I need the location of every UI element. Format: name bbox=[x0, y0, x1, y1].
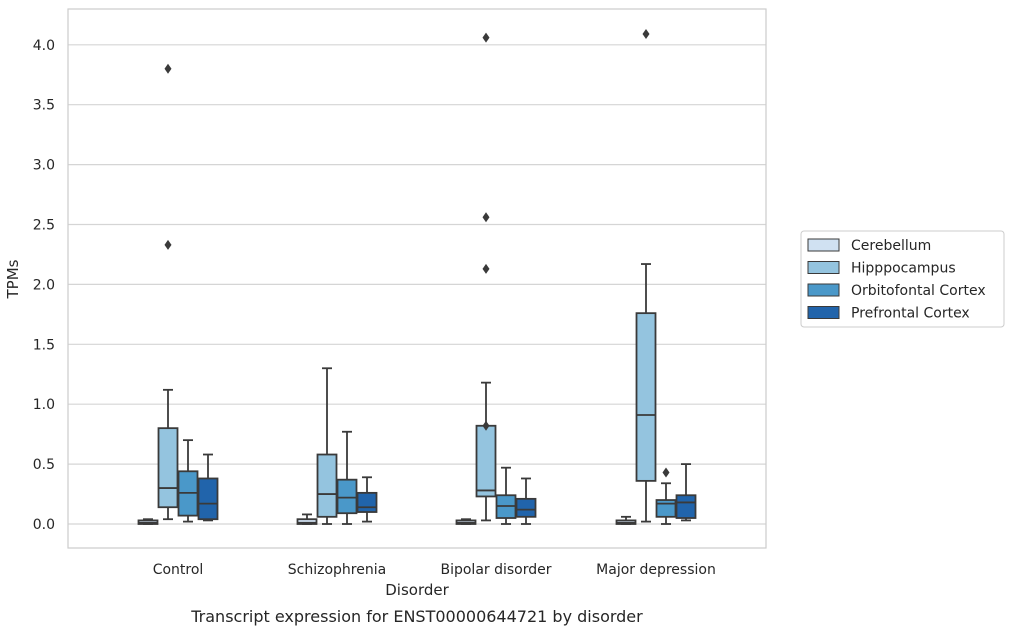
x-tick-label: Control bbox=[153, 562, 204, 578]
y-tick-labels: 0.0 0.5 1.0 1.5 2.0 2.5 3.0 3.5 4.0 bbox=[33, 38, 55, 533]
box-group bbox=[635, 29, 657, 523]
legend-swatch bbox=[807, 261, 840, 274]
box-group bbox=[675, 463, 697, 522]
box-group bbox=[177, 439, 199, 523]
box-group bbox=[137, 518, 159, 525]
box-iqr bbox=[675, 494, 697, 519]
box-iqr bbox=[197, 477, 219, 521]
outlier-point bbox=[164, 63, 172, 74]
y-tick-label: 3.0 bbox=[33, 158, 55, 174]
outlier-point bbox=[482, 32, 490, 43]
y-axis-label: TPMs bbox=[4, 259, 22, 299]
box-group bbox=[515, 477, 537, 525]
y-tick-label: 3.5 bbox=[33, 98, 55, 114]
y-tick-label: 1.5 bbox=[33, 337, 55, 353]
legend-swatch bbox=[807, 306, 840, 319]
legend-frame bbox=[800, 230, 1005, 328]
box-group bbox=[356, 476, 378, 523]
outlier-point bbox=[164, 239, 172, 250]
box-iqr bbox=[157, 427, 179, 509]
outlier-point bbox=[482, 212, 490, 223]
plot-frame bbox=[67, 8, 767, 549]
legend-swatch bbox=[807, 283, 840, 297]
legend-label: Orbitofontal Cortex bbox=[851, 283, 986, 299]
box-iqr bbox=[356, 491, 378, 513]
box-iqr bbox=[296, 518, 318, 525]
legend-swatch bbox=[807, 238, 840, 252]
y-tick-label: 2.5 bbox=[33, 218, 55, 234]
box-iqr bbox=[635, 312, 657, 482]
y-tick-label: 0.0 bbox=[33, 517, 55, 533]
box-iqr bbox=[316, 453, 338, 518]
x-axis-label: Disorder bbox=[385, 581, 449, 599]
box-iqr bbox=[655, 499, 677, 518]
chart-caption: Transcript expression for ENST0000064472… bbox=[190, 607, 643, 626]
box-iqr bbox=[515, 497, 537, 518]
box-iqr bbox=[475, 424, 497, 498]
legend-label: Prefrontal Cortex bbox=[851, 306, 970, 322]
outlier-point bbox=[482, 263, 490, 274]
box-group bbox=[157, 63, 179, 521]
x-tick-label: Major depression bbox=[596, 562, 716, 578]
box-group bbox=[336, 430, 358, 525]
box-group bbox=[296, 513, 318, 525]
box-group bbox=[316, 367, 338, 525]
legend: Cerebellum Hipppocampus Orbitofontal Corte… bbox=[800, 230, 1005, 328]
box-iqr bbox=[336, 478, 358, 515]
outlier-point bbox=[482, 420, 490, 431]
box-group bbox=[475, 32, 497, 522]
box-group bbox=[655, 467, 677, 525]
x-tick-label: Bipolar disorder bbox=[440, 562, 551, 578]
legend-items: Cerebellum Hipppocampus Orbitofontal Corte… bbox=[807, 238, 986, 322]
y-tick-label: 0.5 bbox=[33, 457, 55, 473]
boxes-layer bbox=[137, 29, 697, 525]
outlier-point bbox=[642, 29, 650, 40]
x-tick-label: Schizophrenia bbox=[288, 562, 386, 578]
box-group bbox=[615, 515, 637, 525]
box-group bbox=[197, 453, 219, 522]
legend-label: Cerebellum bbox=[851, 238, 931, 254]
legend-label: Hipppocampus bbox=[851, 261, 956, 277]
outlier-point bbox=[662, 467, 670, 478]
x-tick-labels: Control Schizophrenia Bipolar disorder Majo… bbox=[153, 562, 716, 578]
box-group bbox=[455, 518, 477, 525]
box-group bbox=[495, 466, 517, 525]
y-tick-label: 2.0 bbox=[33, 277, 55, 293]
grid-layer bbox=[68, 44, 766, 525]
y-tick-label: 4.0 bbox=[33, 38, 55, 54]
y-tick-label: 1.0 bbox=[33, 397, 55, 413]
